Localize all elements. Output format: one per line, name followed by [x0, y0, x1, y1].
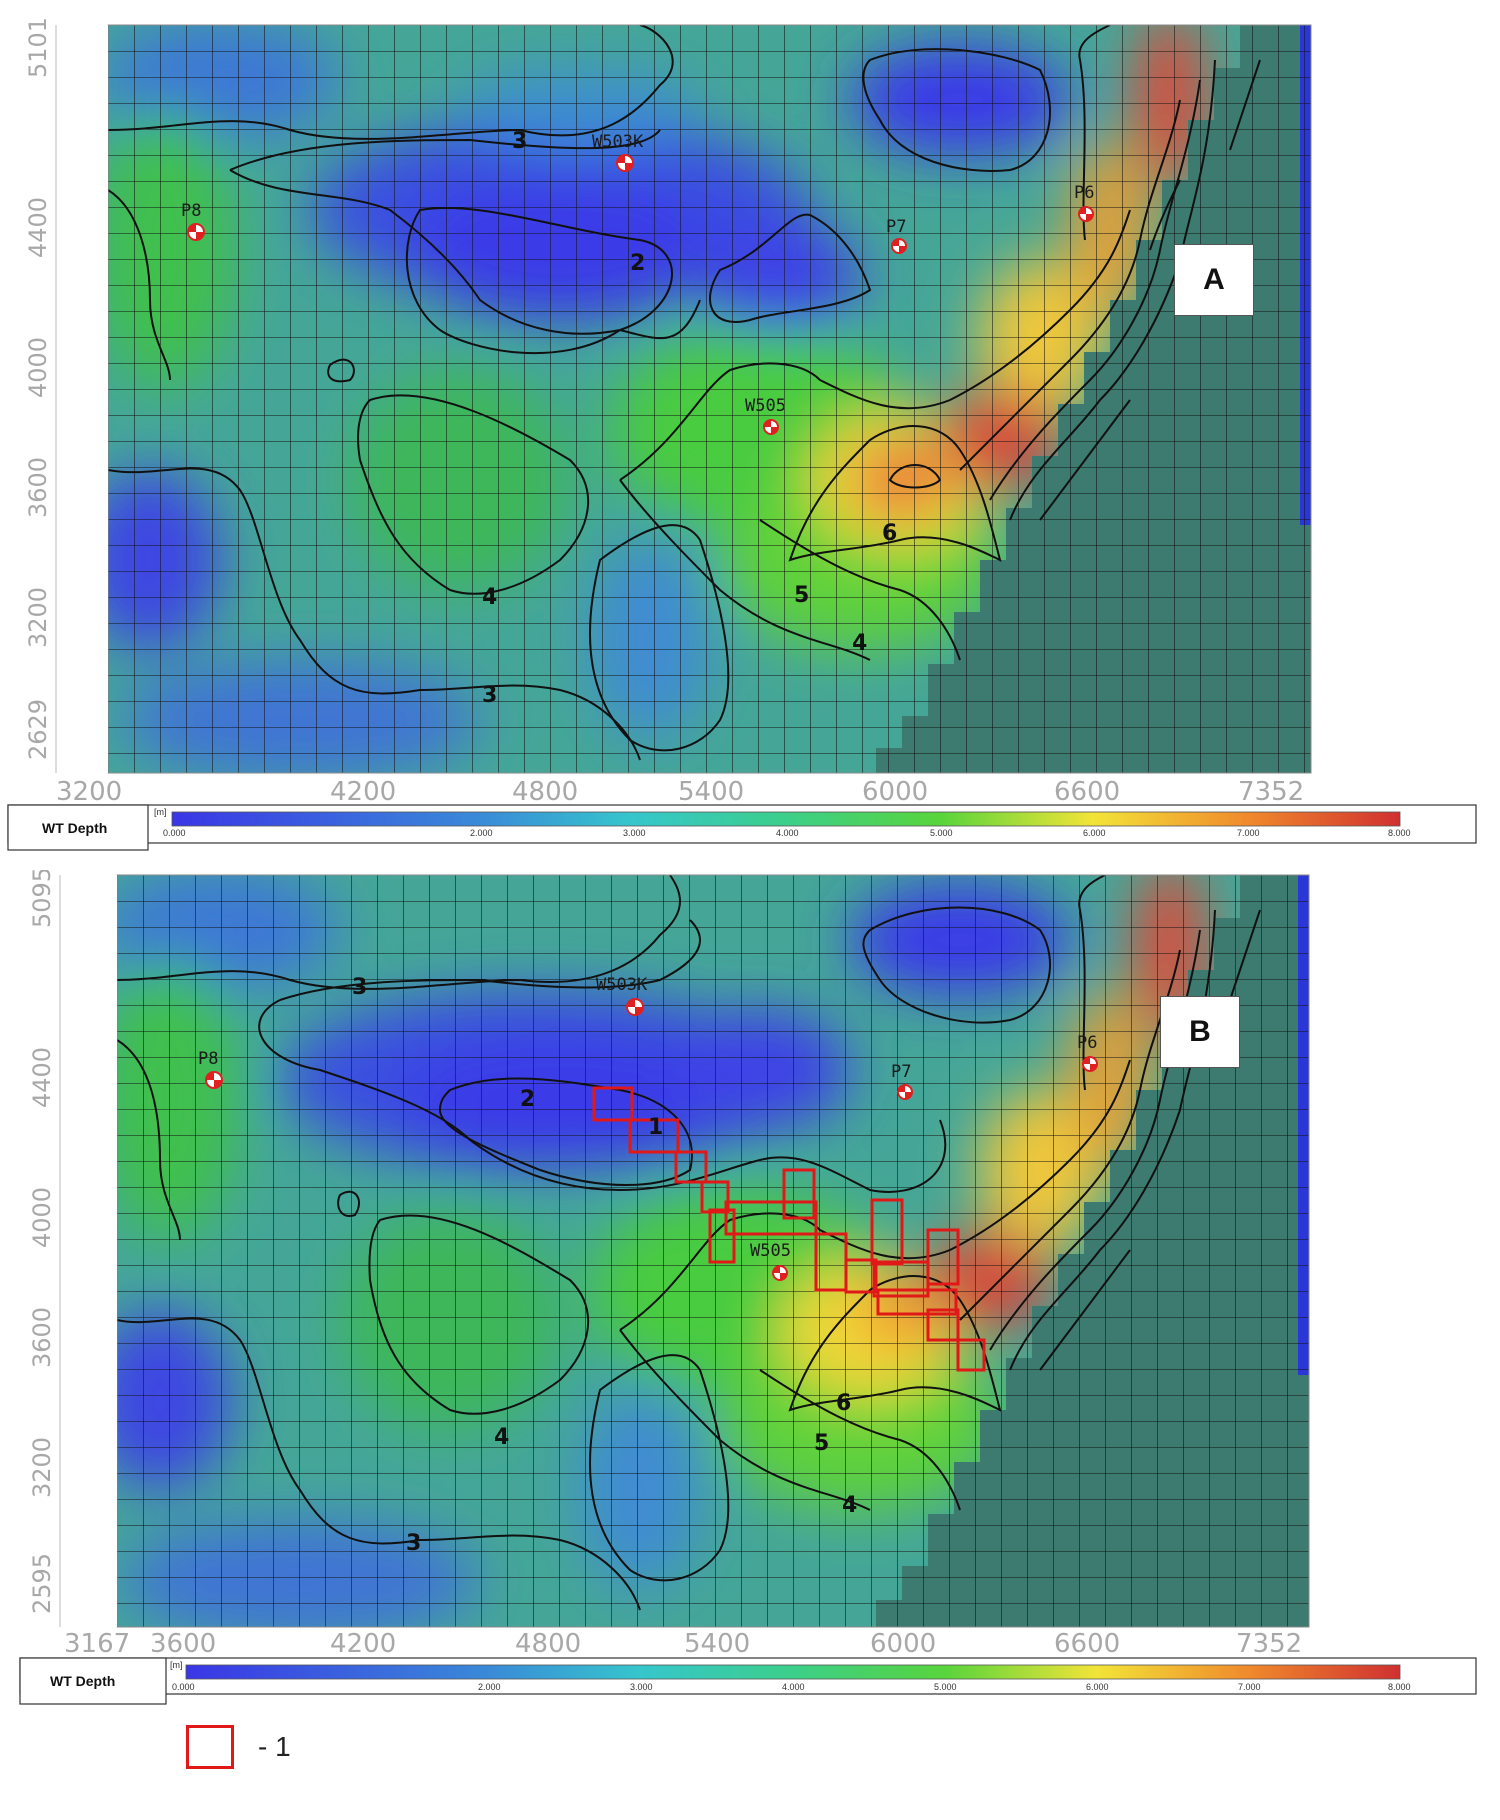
well-label: P7 — [891, 1062, 911, 1082]
legend-tick: 5.000 — [934, 1682, 957, 1692]
legend-title: WT Depth — [42, 820, 107, 836]
contour-label: 4 — [852, 631, 867, 656]
x-tick: 4800 — [512, 777, 578, 807]
x-tick: 3200 — [56, 777, 122, 807]
x-tick: 6600 — [1054, 777, 1120, 807]
y-tick: 5101 — [24, 17, 52, 78]
legend-unit: [m] — [154, 807, 167, 817]
y-tick: 5095 — [28, 870, 56, 928]
legend-tick: 4.000 — [776, 828, 799, 838]
x-axis-b: 3167 3600 4200 4800 5400 6000 6600 7352 — [64, 1629, 1302, 1659]
y-tick: 4000 — [28, 1187, 56, 1248]
y-tick: 4400 — [24, 197, 52, 258]
legend-tick: 7.000 — [1238, 1682, 1261, 1692]
well-label: P6 — [1074, 183, 1094, 203]
well-label: W503K — [592, 132, 644, 152]
contour-label: 2 — [630, 251, 645, 276]
map-a-svg: W503K P8 P7 P6 W505 3 2 4 3 6 5 4 5101 4… — [7, 17, 1477, 851]
x-tick: 6000 — [862, 777, 928, 807]
y-tick: 2595 — [28, 1553, 56, 1614]
x-tick: 5400 — [684, 1629, 750, 1659]
x-tick: 6000 — [870, 1629, 936, 1659]
contour-label: 6 — [836, 1391, 851, 1416]
wt-depth-field-a — [108, 25, 1311, 773]
legend-tick: 3.000 — [630, 1682, 653, 1692]
x-tick: 7352 — [1236, 1629, 1302, 1659]
well-label: W505 — [745, 396, 786, 416]
y-tick: 2629 — [24, 699, 52, 760]
y-axis-a: 5101 4400 4000 3600 3200 2629 — [24, 17, 52, 760]
colorbar-legend-a: WT Depth [m] 0.000 2.000 3.000 4.000 5.0… — [7, 804, 1477, 851]
well-label: P8 — [198, 1049, 218, 1069]
highlighted-cells-b — [592, 1086, 986, 1372]
legend-tick: 7.000 — [1237, 828, 1260, 838]
contour-label: 2 — [520, 1087, 535, 1112]
x-tick: 5400 — [678, 777, 744, 807]
legend-tick: 5.000 — [930, 828, 953, 838]
map-b-svg: W503K P8 P7 P6 W505 3 2 1 4 3 6 5 4 5095… — [19, 870, 1477, 1705]
y-tick: 3600 — [28, 1307, 56, 1368]
y-tick: 3200 — [28, 1437, 56, 1498]
x-tick: 7352 — [1238, 777, 1304, 807]
panel-tag-b: B — [1160, 996, 1240, 1068]
contour-label: 3 — [482, 683, 497, 708]
legend-tick: 0.000 — [163, 828, 186, 838]
contour-label: 4 — [482, 585, 497, 610]
y-tick: 4000 — [24, 337, 52, 398]
contour-lines-a — [108, 25, 1261, 761]
contour-label: 6 — [882, 521, 897, 546]
map-panel-b: W503K P8 P7 P6 W505 3 2 1 4 3 6 5 4 5095… — [0, 870, 1500, 1725]
colorbar-legend-b: WT Depth [m] 0.000 2.000 3.000 4.000 5.0… — [19, 1657, 1477, 1705]
legend-tick: 3.000 — [623, 828, 646, 838]
legend-tick: 4.000 — [782, 1682, 805, 1692]
legend-tick: 6.000 — [1083, 828, 1106, 838]
legend-title: WT Depth — [50, 1673, 115, 1689]
highlight-key-label: - 1 — [258, 1731, 291, 1762]
contour-label: 1 — [648, 1115, 663, 1140]
wt-depth-field-b — [117, 875, 1309, 1627]
contour-label: 4 — [494, 1425, 509, 1450]
contour-label: 4 — [842, 1493, 857, 1518]
y-tick: 3600 — [24, 457, 52, 518]
contour-label: 5 — [814, 1431, 829, 1456]
legend-tick: 8.000 — [1388, 828, 1411, 838]
y-tick: 4400 — [28, 1047, 56, 1108]
well-markers-b — [205, 998, 1098, 1281]
well-label: P8 — [181, 201, 201, 221]
x-tick: 3167 — [64, 1629, 130, 1659]
x-tick: 3600 — [150, 1629, 216, 1659]
x-tick: 6600 — [1054, 1629, 1120, 1659]
legend-tick: 2.000 — [478, 1682, 501, 1692]
legend-tick: 8.000 — [1388, 1682, 1411, 1692]
y-axis-b: 5095 4400 4000 3600 3200 2595 — [28, 870, 56, 1614]
x-tick: 4200 — [330, 777, 396, 807]
well-markers-a — [187, 154, 1094, 435]
contour-label: 3 — [352, 975, 367, 1000]
highlight-key-swatch — [186, 1725, 234, 1769]
legend-tick: 6.000 — [1086, 1682, 1109, 1692]
panel-tag-a: A — [1174, 244, 1254, 316]
x-axis-a: 3200 4200 4800 5400 6000 6600 7352 — [56, 777, 1304, 807]
map-panel-a: W503K P8 P7 P6 W505 3 2 4 3 6 5 4 5101 4… — [0, 0, 1500, 870]
contour-label: 5 — [794, 583, 809, 608]
y-tick: 3200 — [24, 587, 52, 648]
contour-label: 3 — [406, 1531, 421, 1556]
well-label: W503K — [596, 975, 648, 995]
legend-tick: 2.000 — [470, 828, 493, 838]
contour-label: 3 — [512, 129, 527, 154]
x-tick: 4800 — [515, 1629, 581, 1659]
well-label: P7 — [886, 217, 906, 237]
legend-tick: 0.000 — [172, 1682, 195, 1692]
well-label: W505 — [750, 1241, 791, 1261]
x-tick: 4200 — [330, 1629, 396, 1659]
highlight-key: - 1 — [186, 1725, 386, 1795]
legend-unit: [m] — [170, 1660, 183, 1670]
well-label: P6 — [1077, 1033, 1097, 1053]
